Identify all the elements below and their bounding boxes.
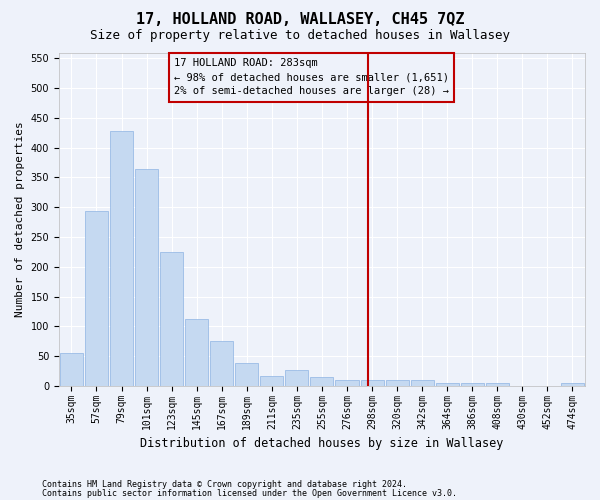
Bar — [561, 384, 584, 386]
Bar — [386, 380, 409, 386]
Text: 17, HOLLAND ROAD, WALLASEY, CH45 7QZ: 17, HOLLAND ROAD, WALLASEY, CH45 7QZ — [136, 12, 464, 28]
Bar — [410, 380, 434, 386]
Bar — [461, 383, 484, 386]
Bar — [185, 318, 208, 386]
Text: Contains HM Land Registry data © Crown copyright and database right 2024.: Contains HM Land Registry data © Crown c… — [42, 480, 407, 489]
Y-axis label: Number of detached properties: Number of detached properties — [15, 122, 25, 317]
Bar — [260, 376, 283, 386]
Bar — [210, 340, 233, 386]
Bar — [85, 212, 108, 386]
Bar — [110, 131, 133, 386]
Bar — [60, 353, 83, 386]
Bar — [286, 370, 308, 386]
Bar — [436, 383, 459, 386]
Text: Contains public sector information licensed under the Open Government Licence v3: Contains public sector information licen… — [42, 488, 457, 498]
Bar — [361, 380, 383, 386]
Bar — [160, 252, 183, 386]
Bar — [486, 383, 509, 386]
Bar — [235, 362, 259, 386]
Text: Size of property relative to detached houses in Wallasey: Size of property relative to detached ho… — [90, 29, 510, 42]
Text: 17 HOLLAND ROAD: 283sqm
← 98% of detached houses are smaller (1,651)
2% of semi-: 17 HOLLAND ROAD: 283sqm ← 98% of detache… — [174, 58, 449, 96]
X-axis label: Distribution of detached houses by size in Wallasey: Distribution of detached houses by size … — [140, 437, 503, 450]
Bar — [310, 378, 334, 386]
Bar — [335, 380, 359, 386]
Bar — [135, 168, 158, 386]
